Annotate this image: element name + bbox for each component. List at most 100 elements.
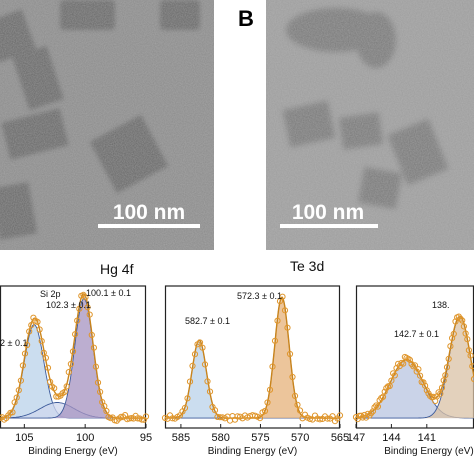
data-point xyxy=(206,388,214,395)
data-point xyxy=(269,363,276,370)
peak-annotation: 2 ± 0.1 xyxy=(0,338,27,348)
xps-chart-third-svg: 147 144 141 Binding Energy (eV) 142.7 ± 0.1 1… xyxy=(347,285,474,457)
x-tick-label: 585 xyxy=(172,432,190,444)
data-point xyxy=(279,293,286,300)
data-point xyxy=(76,305,83,312)
data-point xyxy=(381,388,388,395)
data-point xyxy=(17,377,24,384)
xps-chart-hg4f: 105 100 95 Binding Energy (eV) 2 ± 0.1 Si 2p 1… xyxy=(0,258,152,474)
data-point xyxy=(256,415,264,422)
data-point xyxy=(53,393,60,400)
data-point xyxy=(142,413,150,420)
x-axis-label: Binding Energy (eV) xyxy=(28,446,118,457)
data-point xyxy=(438,384,446,391)
data-point xyxy=(13,394,20,401)
data-point xyxy=(336,412,344,419)
data-point xyxy=(74,317,81,324)
data-point xyxy=(97,388,104,395)
peak-annotation: 582.7 ± 0.1 xyxy=(185,316,230,326)
data-point xyxy=(271,337,279,344)
data-point xyxy=(427,393,434,400)
data-point xyxy=(15,387,22,394)
data-point xyxy=(34,318,41,326)
data-point xyxy=(374,403,381,410)
data-point xyxy=(450,330,457,338)
data-point xyxy=(38,338,45,345)
data-point xyxy=(316,416,324,423)
data-point xyxy=(459,317,466,324)
data-point xyxy=(24,341,31,349)
tem-image-right: 100 nm xyxy=(266,0,474,250)
data-point xyxy=(460,323,468,330)
data-point xyxy=(63,383,70,390)
data-point xyxy=(443,364,451,371)
data-point xyxy=(28,322,35,329)
data-point xyxy=(191,351,199,358)
scale-bar-label-left: 100 nm xyxy=(113,201,185,224)
data-point xyxy=(469,363,474,370)
peak-fill xyxy=(356,316,474,419)
data-point xyxy=(388,377,395,384)
data-point xyxy=(417,372,424,379)
panel-label-b: B xyxy=(238,6,254,31)
data-point xyxy=(462,330,469,337)
data-point xyxy=(364,410,371,417)
data-point xyxy=(405,355,412,362)
x-tick-label: 100 xyxy=(76,432,94,444)
data-point xyxy=(264,399,271,406)
data-point xyxy=(201,361,209,368)
peak-fill xyxy=(0,324,146,419)
peak-annotation: Si 2p xyxy=(40,289,61,299)
data-point xyxy=(386,382,393,390)
data-point xyxy=(457,315,464,322)
xps-chart-te3d-svg: 585 580 575 570 565 Binding Energy (eV) 582.7 … xyxy=(161,285,349,457)
data-point xyxy=(84,304,91,311)
plot-frame xyxy=(164,285,341,429)
x-tick-label: 580 xyxy=(212,432,230,444)
data-point xyxy=(276,298,284,305)
xps-chart-third: 147 144 141 Binding Energy (eV) 142.7 ± 0.1 1… xyxy=(347,258,474,474)
peak-annotation: 572.3 ± 0.1 xyxy=(237,291,282,301)
data-point xyxy=(284,324,291,331)
data-point xyxy=(420,379,427,386)
tem-image-left: 100 nm xyxy=(0,0,214,250)
x-tick-label: 147 xyxy=(347,432,365,444)
data-point xyxy=(296,407,304,414)
plot-frame xyxy=(0,285,147,429)
data-point xyxy=(69,348,77,355)
data-point xyxy=(94,379,102,386)
data-point xyxy=(289,373,296,381)
x-tick-label: 141 xyxy=(418,432,436,444)
peak-annotation: 100.1 ± 0.1 xyxy=(86,288,131,298)
data-point xyxy=(51,385,58,392)
xps-chart-hg4f-svg: 105 100 95 Binding Energy (eV) 2 ± 0.1 Si 2p 1… xyxy=(0,285,152,457)
data-point xyxy=(36,326,43,333)
x-tick-label: 95 xyxy=(140,432,152,444)
data-point xyxy=(261,407,269,415)
data-point xyxy=(199,344,206,351)
x-tick-label: 565 xyxy=(331,432,349,444)
data-point xyxy=(65,369,72,376)
data-point xyxy=(42,354,50,362)
data-point xyxy=(88,331,95,339)
data-point xyxy=(9,409,16,416)
data-point xyxy=(291,392,299,399)
data-point xyxy=(44,364,52,371)
data-point xyxy=(437,390,444,397)
data-point xyxy=(368,410,375,417)
data-point xyxy=(184,395,191,402)
data-point xyxy=(21,350,29,357)
data-point xyxy=(40,349,47,356)
data-point xyxy=(286,350,294,358)
data-point xyxy=(266,386,274,393)
data-point xyxy=(196,339,204,346)
xps-chart-te3d: 585 580 575 570 565 Binding Energy (eV) 582.7 … xyxy=(161,258,349,474)
data-point xyxy=(324,415,331,422)
data-point xyxy=(294,401,301,408)
x-tick-label: 144 xyxy=(382,432,400,444)
x-tick-label: 105 xyxy=(15,432,33,444)
data-point xyxy=(134,415,141,422)
data-point xyxy=(391,372,398,379)
data-point xyxy=(92,363,100,370)
data-point xyxy=(371,404,378,411)
